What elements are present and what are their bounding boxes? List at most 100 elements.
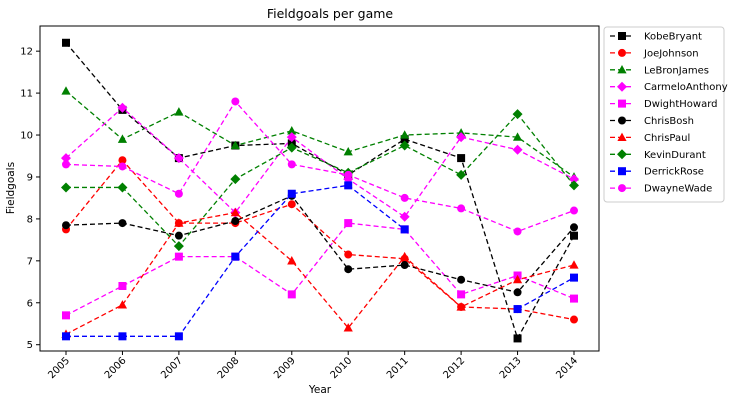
x-tick-label: 2008 xyxy=(216,355,242,381)
data-point xyxy=(230,207,240,217)
legend-marker xyxy=(617,149,627,160)
series-JoeJohnson xyxy=(62,156,578,324)
data-point xyxy=(569,260,579,269)
series-LeBronJames xyxy=(61,86,579,181)
data-point xyxy=(62,221,70,230)
chart-title: Fieldgoals per game xyxy=(267,6,394,21)
legend-item: CarmeloAnthony xyxy=(610,81,728,93)
plot-frame xyxy=(39,25,600,352)
legend-label: KobeBryant xyxy=(644,32,702,43)
data-point xyxy=(344,265,353,274)
data-point xyxy=(62,38,70,47)
series-line xyxy=(65,106,575,218)
x-axis-label: Year xyxy=(308,384,332,396)
data-point xyxy=(399,140,410,151)
series-DwightHoward xyxy=(62,219,578,320)
x-tick-label: 2005 xyxy=(46,355,72,381)
data-point xyxy=(344,181,353,190)
data-point xyxy=(62,311,70,320)
legend-label: JoeJohnson xyxy=(643,48,699,59)
legend-item: KobeBryant xyxy=(610,32,702,43)
data-point xyxy=(457,204,466,213)
legend-marker xyxy=(617,132,627,141)
data-point xyxy=(173,241,184,252)
data-point xyxy=(512,132,523,141)
data-point xyxy=(174,218,184,227)
data-point xyxy=(456,132,467,143)
x-tick-label: 2009 xyxy=(272,355,298,381)
series-line xyxy=(65,222,575,316)
data-point xyxy=(286,132,297,143)
data-point xyxy=(343,147,353,156)
data-point xyxy=(570,231,578,240)
series-line xyxy=(517,277,575,310)
data-point xyxy=(456,302,466,311)
legend-label: DwayneWade xyxy=(644,184,712,195)
x-tick-label: 2012 xyxy=(441,355,467,381)
series-line xyxy=(65,42,575,341)
legend-marker xyxy=(618,48,626,57)
y-tick-label: 10 xyxy=(20,131,33,142)
y-axis: 5 6 7 8 9 10 11 12 xyxy=(20,47,40,351)
data-point xyxy=(570,315,578,324)
data-point xyxy=(513,305,522,314)
data-point xyxy=(118,219,127,228)
series-line xyxy=(65,211,575,335)
data-point xyxy=(117,134,128,143)
data-point xyxy=(287,126,297,135)
data-point xyxy=(344,170,353,179)
data-point xyxy=(344,219,353,228)
series-line xyxy=(65,195,575,294)
data-point xyxy=(457,290,466,299)
data-point xyxy=(173,153,184,164)
data-point xyxy=(570,273,578,282)
data-point xyxy=(231,217,240,225)
data-point xyxy=(118,282,127,290)
data-point xyxy=(570,294,578,303)
legend-item: DwayneWade xyxy=(610,184,712,195)
legend-marker xyxy=(617,65,627,74)
data-point xyxy=(61,182,71,193)
x-tick-label: 2007 xyxy=(159,355,185,381)
data-point xyxy=(400,193,409,202)
y-tick-label: 11 xyxy=(20,89,33,100)
data-point xyxy=(457,154,466,163)
data-point xyxy=(61,86,71,95)
data-point xyxy=(513,334,522,343)
data-point xyxy=(61,153,71,164)
data-point xyxy=(512,274,523,284)
legend-item: KevinDurant xyxy=(610,149,706,161)
data-point xyxy=(231,97,240,106)
data-point xyxy=(513,288,522,297)
series-line xyxy=(66,113,575,248)
legend-label: DwightHoward xyxy=(644,99,718,110)
legend-marker xyxy=(618,184,626,193)
legend: KobeBryant JoeJohnson LeBronJames CarmeloAn… xyxy=(603,26,728,203)
data-point xyxy=(456,169,467,180)
legend-marker xyxy=(617,81,627,92)
x-tick-label: 2013 xyxy=(498,355,524,381)
legend-item: ChrisBosh xyxy=(610,116,694,127)
data-point xyxy=(287,160,296,169)
data-point xyxy=(231,252,240,261)
data-point xyxy=(569,180,579,191)
data-point xyxy=(287,256,297,265)
legend-label: ChrisBosh xyxy=(644,116,694,127)
series-KobeBryant xyxy=(62,38,578,343)
data-point xyxy=(118,162,127,171)
data-point xyxy=(400,135,409,144)
plot-area xyxy=(61,38,579,343)
data-point xyxy=(174,189,183,198)
legend-item: DerrickRose xyxy=(610,167,704,178)
data-point xyxy=(512,109,523,120)
series-CarmeloAnthony xyxy=(61,102,579,222)
series-line xyxy=(65,90,575,178)
legend-item: JoeJohnson xyxy=(610,48,699,59)
data-point xyxy=(399,211,410,222)
x-tick-label: 2011 xyxy=(385,355,411,381)
data-point xyxy=(570,206,578,215)
legend-box xyxy=(603,26,725,203)
data-point xyxy=(287,200,296,209)
data-point xyxy=(230,140,240,150)
